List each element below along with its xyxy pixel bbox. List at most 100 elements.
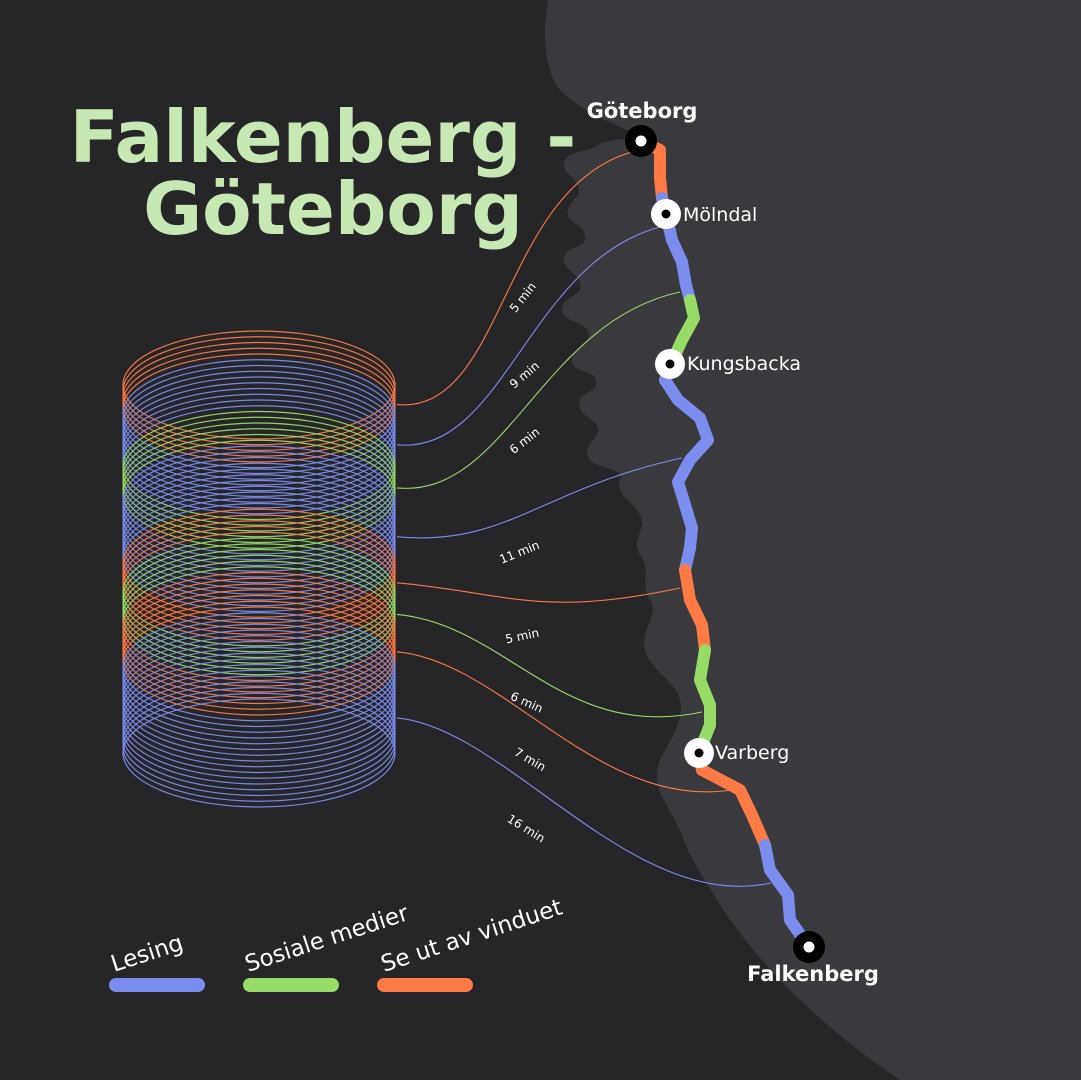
connector-line-1 bbox=[396, 149, 641, 406]
minute-ring bbox=[122, 353, 396, 463]
cylinder-band-8 bbox=[122, 612, 396, 808]
title-line-1: Falkenberg - bbox=[70, 95, 577, 179]
minute-ring bbox=[122, 456, 396, 567]
station-marker-4 bbox=[684, 738, 714, 768]
minute-ring bbox=[122, 502, 396, 613]
station-label-falkenberg: Falkenberg bbox=[747, 962, 879, 986]
station-inner-dot bbox=[803, 941, 815, 953]
cylinder-band-6 bbox=[122, 537, 396, 676]
cylinder-band-1 bbox=[122, 330, 396, 463]
minute-ring bbox=[122, 439, 396, 549]
minute-ring bbox=[122, 623, 396, 733]
cylinder-band-2 bbox=[122, 359, 396, 515]
minute-ring bbox=[122, 387, 396, 498]
connector-lines bbox=[396, 149, 772, 887]
minute-ring bbox=[122, 428, 396, 538]
minute-ring bbox=[122, 692, 396, 802]
minute-ring bbox=[122, 583, 396, 693]
minute-ring bbox=[122, 698, 396, 808]
minute-ring bbox=[122, 491, 396, 601]
minute-ring bbox=[122, 663, 396, 774]
minute-ring bbox=[122, 525, 396, 636]
minute-ring bbox=[122, 341, 396, 452]
station-marker-5 bbox=[793, 931, 825, 963]
cylinder-band-5 bbox=[122, 508, 396, 641]
minute-ring bbox=[122, 497, 396, 607]
minute-ring bbox=[122, 589, 396, 699]
station-label-molndal: Mölndal bbox=[683, 204, 757, 226]
minute-ring bbox=[122, 330, 396, 440]
connector-line-7 bbox=[396, 651, 743, 793]
minute-ring bbox=[122, 612, 396, 722]
minute-ring bbox=[122, 560, 396, 670]
minute-ring bbox=[122, 393, 396, 503]
minute-ring bbox=[122, 669, 396, 779]
minute-ring bbox=[122, 577, 396, 687]
minute-ring bbox=[122, 537, 396, 647]
station-marker-3 bbox=[655, 349, 685, 379]
minute-ring bbox=[122, 594, 396, 705]
coast-islands bbox=[655, 571, 707, 657]
minute-ring bbox=[122, 416, 396, 526]
station-markers bbox=[625, 125, 825, 963]
minute-ring bbox=[122, 600, 396, 710]
station-inner-dot bbox=[694, 748, 704, 758]
duration-label-5: 5 min bbox=[504, 626, 540, 647]
station-marker-2 bbox=[651, 199, 681, 229]
station-label-goteborg: Göteborg bbox=[587, 99, 698, 123]
minute-ring bbox=[122, 606, 396, 716]
route-segment-8 bbox=[759, 839, 815, 953]
station-marker-1 bbox=[625, 125, 657, 157]
minute-ring bbox=[122, 370, 396, 480]
minute-ring bbox=[122, 652, 396, 762]
minute-ring bbox=[122, 617, 396, 728]
connector-line-8 bbox=[396, 717, 772, 887]
minute-ring bbox=[122, 508, 396, 618]
minute-ring bbox=[122, 468, 396, 578]
minute-ring bbox=[122, 485, 396, 595]
minute-ring bbox=[122, 376, 396, 486]
minute-ring bbox=[122, 543, 396, 653]
minute-ring bbox=[122, 658, 396, 768]
route-segment-5 bbox=[679, 564, 711, 656]
minute-ring bbox=[122, 347, 396, 457]
route-segment-7 bbox=[696, 764, 771, 851]
minute-ring bbox=[122, 399, 396, 509]
connector-line-3 bbox=[396, 291, 681, 489]
cylinder-band-3 bbox=[122, 410, 396, 549]
minute-ring bbox=[122, 410, 396, 521]
minute-ring bbox=[122, 433, 396, 544]
cylinder-band-4 bbox=[122, 445, 396, 613]
connector-line-6 bbox=[396, 613, 703, 718]
minute-ring bbox=[122, 422, 396, 532]
connector-line-4 bbox=[396, 457, 683, 539]
minute-ring bbox=[122, 514, 396, 624]
station-label-kungsbacka: Kungsbacka bbox=[687, 353, 801, 375]
minute-ring bbox=[122, 405, 396, 515]
connector-line-2 bbox=[396, 224, 669, 446]
minute-ring bbox=[122, 520, 396, 630]
station-inner-dot bbox=[665, 359, 675, 369]
minute-ring bbox=[122, 548, 396, 659]
minute-ring bbox=[122, 629, 396, 739]
minute-ring bbox=[122, 635, 396, 745]
cylinder-band-7 bbox=[122, 571, 396, 716]
station-label-varberg: Varberg bbox=[715, 742, 789, 764]
minute-ring bbox=[122, 462, 396, 572]
minute-ring bbox=[122, 364, 396, 475]
title-line-2: Göteborg bbox=[143, 167, 523, 251]
activity-cylinder bbox=[122, 330, 396, 808]
minute-ring bbox=[122, 686, 396, 797]
minute-ring bbox=[122, 531, 396, 641]
minute-ring bbox=[122, 681, 396, 791]
minute-ring bbox=[122, 571, 396, 682]
minute-ring bbox=[122, 445, 396, 555]
minute-ring bbox=[122, 675, 396, 785]
station-inner-dot bbox=[661, 209, 671, 219]
minute-ring bbox=[122, 640, 396, 751]
minute-ring bbox=[122, 479, 396, 590]
minute-ring bbox=[122, 646, 396, 756]
minute-ring bbox=[122, 451, 396, 561]
connector-line-5 bbox=[396, 582, 681, 603]
